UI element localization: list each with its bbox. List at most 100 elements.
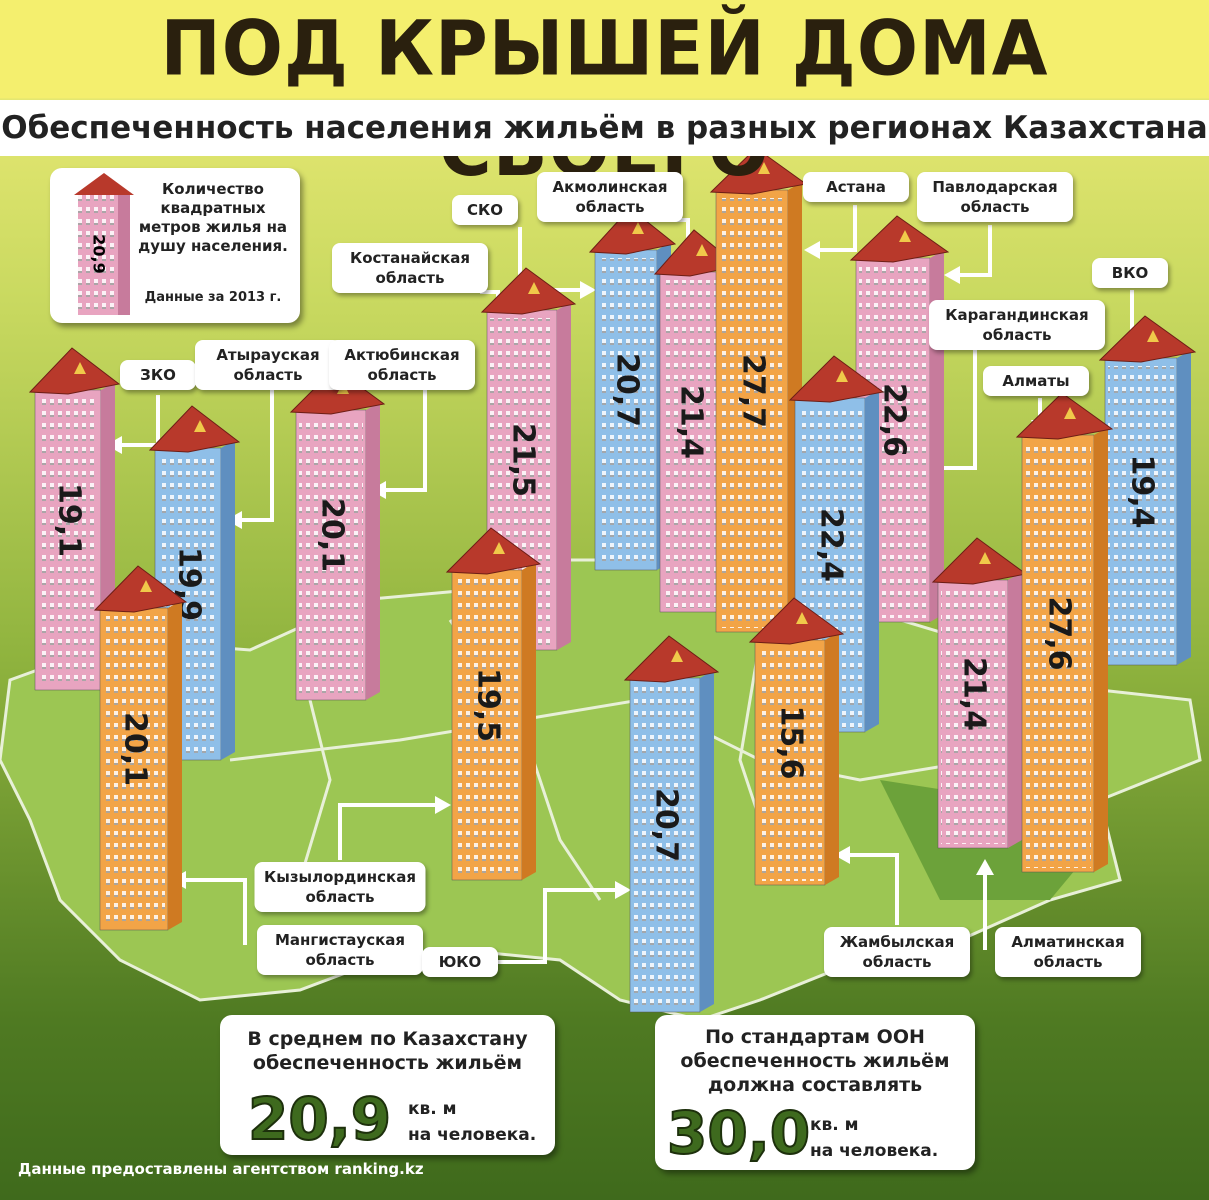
summary-text: По стандартам ООН обеспеченность жильём … — [680, 1026, 950, 1096]
legend-roof — [74, 173, 134, 195]
building-side — [1094, 427, 1108, 872]
summary-un: По стандартам ООН обеспеченность жильём … — [655, 1015, 975, 1170]
arrow — [490, 888, 625, 964]
building-side — [366, 402, 380, 700]
region-label: Алматинская область — [995, 927, 1141, 977]
building: 20,7 — [623, 635, 720, 1013]
arrow — [810, 205, 857, 252]
region-label: СКО — [452, 195, 518, 225]
building: 27,7 — [709, 147, 808, 633]
legend-text: Количество квадратных метров жилья на ду… — [138, 180, 288, 255]
roof-window — [899, 230, 911, 242]
summary-unit: кв. м — [408, 1099, 457, 1119]
building-value: 22,4 — [814, 508, 849, 582]
building: 19,5 — [445, 527, 542, 881]
building: 15,6 — [748, 597, 845, 886]
roof-window — [493, 542, 505, 554]
roof-window — [1064, 407, 1076, 419]
arrow-head — [944, 266, 960, 284]
legend-windows — [78, 193, 118, 315]
summary-unit: кв. м — [810, 1115, 859, 1135]
building-value: 20,1 — [118, 712, 153, 786]
region-label: ЮКО — [422, 947, 498, 977]
region-label: ЗКО — [120, 360, 196, 390]
region-label: Актюбинская область — [329, 340, 475, 390]
building-roof — [1015, 392, 1114, 440]
building-value: 21,5 — [506, 423, 541, 497]
roof-window — [979, 552, 991, 564]
legend-sample: 20,9 — [90, 234, 109, 273]
building-value: 19,5 — [471, 668, 506, 742]
roof-window — [796, 612, 808, 624]
building-roof — [788, 355, 885, 403]
region-label: Акмолинская область — [537, 172, 683, 222]
building-windows — [1025, 443, 1091, 868]
building-windows — [103, 616, 165, 926]
summary-per: на человека. — [408, 1125, 537, 1145]
building-side — [1008, 572, 1022, 848]
building-roof — [849, 215, 950, 263]
title: ПОД КРЫШЕЙ ДОМА СВОЕГО — [0, 0, 1209, 193]
arrow-head — [615, 881, 631, 899]
roof-window — [671, 650, 683, 662]
building-windows — [455, 578, 519, 876]
building-windows — [758, 648, 822, 881]
building-side — [168, 600, 182, 930]
region-label: Алматы — [983, 366, 1089, 396]
building-windows — [299, 418, 363, 696]
arrow — [840, 853, 899, 925]
roof-window — [836, 370, 848, 382]
building-roof — [748, 597, 845, 645]
arrow-head — [976, 859, 994, 875]
building: 19,1 — [28, 347, 121, 691]
building-side — [825, 632, 839, 885]
building-roof — [28, 347, 121, 395]
arrow — [338, 803, 445, 860]
summary-average: В среднем по Казахстану обеспеченность ж… — [220, 1015, 555, 1155]
arrow-head — [435, 796, 451, 814]
region-label: Костанайская область — [332, 243, 488, 293]
building-roof — [931, 537, 1028, 585]
roof-window — [758, 162, 770, 174]
building-value: 20,7 — [649, 788, 684, 862]
region-label: Кызылординская область — [254, 862, 426, 912]
building-side — [865, 390, 879, 732]
summary-per: на человека. — [810, 1141, 939, 1161]
legend: 20,9 Количество квадратных метров жилья … — [50, 168, 300, 323]
building-value: 19,1 — [52, 483, 87, 557]
building-roof — [588, 207, 677, 255]
building-value: 19,4 — [1125, 454, 1160, 528]
subtitle: Обеспеченность населения жильём в разных… — [0, 100, 1209, 156]
roof-window — [528, 282, 540, 294]
arrow — [176, 878, 247, 945]
building-roof — [480, 267, 577, 315]
region-label: Карагандинская область — [929, 300, 1105, 350]
building: 21,4 — [931, 537, 1028, 849]
building-side — [557, 302, 571, 650]
building-roof — [623, 635, 720, 683]
legend-side — [118, 193, 130, 315]
building-roof — [93, 565, 188, 613]
roof-window — [632, 222, 644, 234]
roof-window — [74, 362, 86, 374]
building: 27,6 — [1015, 392, 1114, 873]
building: 19,4 — [1098, 315, 1197, 666]
roof-window — [696, 244, 708, 256]
arrow-head — [804, 241, 820, 259]
building-windows — [38, 398, 98, 686]
arrow — [950, 225, 992, 277]
region-label: ВКО — [1092, 258, 1168, 288]
region-label: Мангистауская область — [257, 925, 423, 975]
building-side — [221, 440, 235, 760]
building-value: 20,7 — [610, 353, 645, 427]
building-roof — [1098, 315, 1197, 363]
footer: Данные предоставлены агентством ranking.… — [18, 1160, 424, 1178]
building-windows — [633, 686, 697, 1008]
building-roof — [148, 405, 241, 453]
roof-window — [1147, 330, 1159, 342]
building-roof — [445, 527, 542, 575]
building-side — [1177, 350, 1191, 665]
roof-window — [194, 420, 206, 432]
arrow — [376, 390, 427, 492]
